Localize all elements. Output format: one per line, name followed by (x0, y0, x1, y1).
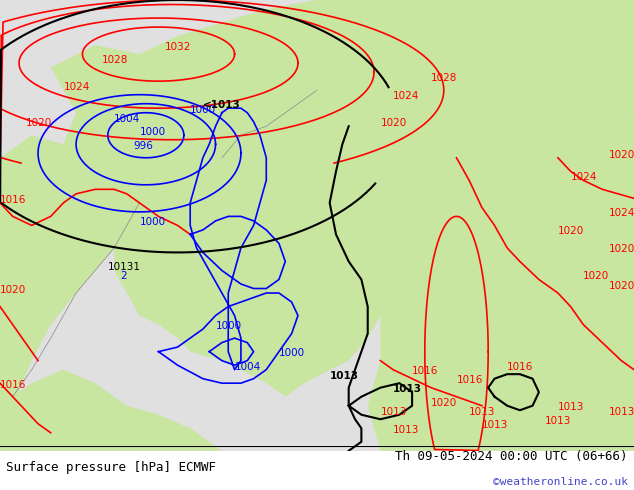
Text: 2: 2 (120, 271, 127, 281)
Text: 1028: 1028 (431, 73, 458, 83)
Text: 1013: 1013 (380, 407, 407, 416)
Text: 1013: 1013 (558, 402, 585, 412)
Text: 1013: 1013 (393, 425, 420, 435)
Text: 1024: 1024 (609, 208, 634, 219)
Text: 1020: 1020 (609, 245, 634, 254)
Text: 996: 996 (133, 141, 153, 151)
Text: 1016: 1016 (0, 195, 27, 205)
Polygon shape (114, 158, 431, 397)
Text: 1016: 1016 (412, 366, 439, 376)
Text: 1013: 1013 (469, 407, 496, 416)
Text: 1020: 1020 (0, 285, 26, 295)
Text: 1016: 1016 (456, 375, 483, 385)
Text: 1020: 1020 (583, 271, 609, 281)
Text: <1013: <1013 (203, 100, 241, 110)
Text: 1028: 1028 (101, 55, 128, 65)
Text: 10131: 10131 (108, 263, 141, 272)
Text: 1024: 1024 (393, 91, 420, 101)
Text: 1000: 1000 (279, 348, 305, 358)
Text: 1000: 1000 (190, 105, 216, 115)
Text: ©weatheronline.co.uk: ©weatheronline.co.uk (493, 477, 628, 487)
Text: 1004: 1004 (235, 362, 261, 371)
Text: 1020: 1020 (431, 398, 457, 408)
Text: 1004: 1004 (114, 114, 140, 123)
Text: 1013: 1013 (393, 384, 422, 394)
Text: 1000: 1000 (139, 218, 165, 227)
Text: 1032: 1032 (165, 42, 191, 51)
Text: 1013: 1013 (330, 370, 359, 381)
Polygon shape (0, 158, 158, 451)
Text: 1013: 1013 (482, 420, 508, 430)
Text: 1020: 1020 (609, 150, 634, 160)
Text: 1016: 1016 (507, 362, 534, 371)
Text: 1016: 1016 (0, 380, 27, 390)
Text: 1013: 1013 (545, 416, 572, 426)
Polygon shape (368, 113, 634, 451)
Polygon shape (0, 0, 634, 234)
Text: 1020: 1020 (558, 226, 584, 236)
Text: Surface pressure [hPa] ECMWF: Surface pressure [hPa] ECMWF (6, 462, 216, 474)
Text: 1020: 1020 (25, 118, 51, 128)
Text: 1000: 1000 (139, 127, 165, 137)
Text: 1013: 1013 (609, 407, 634, 416)
Text: 1020: 1020 (609, 280, 634, 291)
Text: 1020: 1020 (380, 118, 406, 128)
Text: 1024: 1024 (63, 82, 90, 92)
Text: 1024: 1024 (571, 172, 597, 182)
Text: Th 09-05-2024 00:00 UTC (06+66): Th 09-05-2024 00:00 UTC (06+66) (395, 450, 628, 464)
Polygon shape (0, 369, 222, 451)
Text: 1000: 1000 (216, 321, 242, 331)
